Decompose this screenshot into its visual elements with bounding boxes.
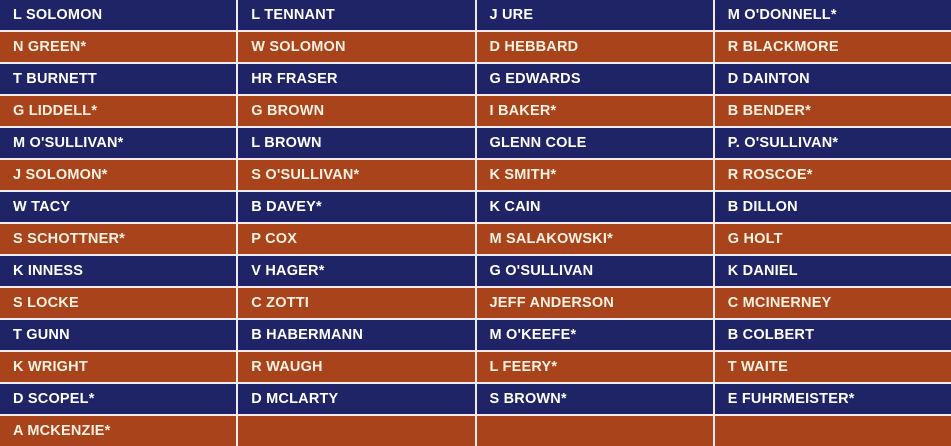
- table-row: T GUNN B HABERMANN M O'KEEFE* B COLBERT: [0, 320, 951, 350]
- player-cell: R WAUGH: [238, 352, 475, 382]
- table-row: T BURNETT HR FRASER G EDWARDS D DAINTON: [0, 64, 951, 94]
- player-cell: M O'SULLIVAN*: [0, 128, 237, 158]
- player-cell: T WAITE: [714, 352, 951, 382]
- player-cell: T BURNETT: [0, 64, 237, 94]
- player-cell: N GREEN*: [0, 32, 237, 62]
- player-cell: JEFF ANDERSON: [476, 288, 713, 318]
- player-cell: [238, 416, 475, 446]
- player-cell: C ZOTTI: [238, 288, 475, 318]
- player-cell: W SOLOMON: [238, 32, 475, 62]
- player-cell: I BAKER*: [476, 96, 713, 126]
- player-cell: J URE: [476, 0, 713, 30]
- player-cell: B COLBERT: [714, 320, 951, 350]
- player-cell: B DILLON: [714, 192, 951, 222]
- player-cell: R BLACKMORE: [714, 32, 951, 62]
- player-cell: B DAVEY*: [238, 192, 475, 222]
- player-cell: M SALAKOWSKI*: [476, 224, 713, 254]
- player-cell: L TENNANT: [238, 0, 475, 30]
- player-cell: S BROWN*: [476, 384, 713, 414]
- player-cell: D DAINTON: [714, 64, 951, 94]
- table-row: D SCOPEL* D MCLARTY S BROWN* E FUHRMEIST…: [0, 384, 951, 414]
- player-cell: S O'SULLIVAN*: [238, 160, 475, 190]
- player-cell: B HABERMANN: [238, 320, 475, 350]
- table-row: W TACY B DAVEY* K CAIN B DILLON: [0, 192, 951, 222]
- player-cell: G LIDDELL*: [0, 96, 237, 126]
- player-cell: W TACY: [0, 192, 237, 222]
- player-cell: B BENDER*: [714, 96, 951, 126]
- table-row: A MCKENZIE*: [0, 416, 951, 446]
- player-cell: T GUNN: [0, 320, 237, 350]
- table-row: S LOCKE C ZOTTI JEFF ANDERSON C MCINERNE…: [0, 288, 951, 318]
- player-cell: GLENN COLE: [476, 128, 713, 158]
- player-cell: K INNESS: [0, 256, 237, 286]
- player-cell: G BROWN: [238, 96, 475, 126]
- player-cell: G HOLT: [714, 224, 951, 254]
- player-cell: K SMITH*: [476, 160, 713, 190]
- player-cell: HR FRASER: [238, 64, 475, 94]
- player-cell: C MCINERNEY: [714, 288, 951, 318]
- player-cell: E FUHRMEISTER*: [714, 384, 951, 414]
- table-row: M O'SULLIVAN* L BROWN GLENN COLE P. O'SU…: [0, 128, 951, 158]
- player-cell: M O'KEEFE*: [476, 320, 713, 350]
- table-row: K INNESS V HAGER* G O'SULLIVAN K DANIEL: [0, 256, 951, 286]
- player-cell: [714, 416, 951, 446]
- player-cell: K WRIGHT: [0, 352, 237, 382]
- table-row: K WRIGHT R WAUGH L FEERY* T WAITE: [0, 352, 951, 382]
- table-row: J SOLOMON* S O'SULLIVAN* K SMITH* R ROSC…: [0, 160, 951, 190]
- table-row: N GREEN* W SOLOMON D HEBBARD R BLACKMORE: [0, 32, 951, 62]
- player-cell: J SOLOMON*: [0, 160, 237, 190]
- player-cell: D HEBBARD: [476, 32, 713, 62]
- player-cell: K DANIEL: [714, 256, 951, 286]
- player-cell: A MCKENZIE*: [0, 416, 237, 446]
- player-cell: L SOLOMON: [0, 0, 237, 30]
- table-row: L SOLOMON L TENNANT J URE M O'DONNELL*: [0, 0, 951, 30]
- player-cell: L BROWN: [238, 128, 475, 158]
- player-cell: V HAGER*: [238, 256, 475, 286]
- player-cell: G EDWARDS: [476, 64, 713, 94]
- player-cell: D MCLARTY: [238, 384, 475, 414]
- table-row: S SCHOTTNER* P COX M SALAKOWSKI* G HOLT: [0, 224, 951, 254]
- player-cell: K CAIN: [476, 192, 713, 222]
- player-cell: S SCHOTTNER*: [0, 224, 237, 254]
- player-cell: [476, 416, 713, 446]
- table-row: G LIDDELL* G BROWN I BAKER* B BENDER*: [0, 96, 951, 126]
- player-cell: D SCOPEL*: [0, 384, 237, 414]
- player-cell: R ROSCOE*: [714, 160, 951, 190]
- player-cell: L FEERY*: [476, 352, 713, 382]
- player-cell: P. O'SULLIVAN*: [714, 128, 951, 158]
- player-cell: M O'DONNELL*: [714, 0, 951, 30]
- player-cell: S LOCKE: [0, 288, 237, 318]
- player-cell: P COX: [238, 224, 475, 254]
- player-cell: G O'SULLIVAN: [476, 256, 713, 286]
